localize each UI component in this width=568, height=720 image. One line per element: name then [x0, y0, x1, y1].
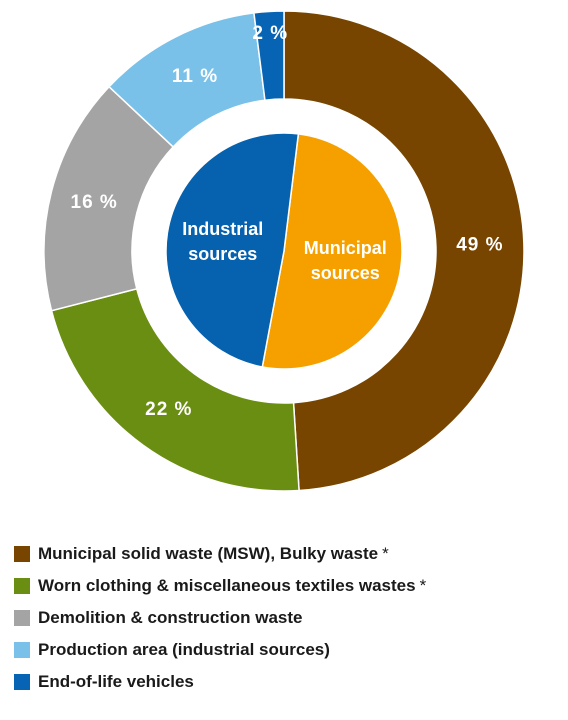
slice-labels: 49 % 22 % 16 % 11 % 2 % Municipal sources Indus…: [71, 23, 503, 420]
legend-swatch: [14, 610, 30, 626]
outer-slice-0: [283, 10, 525, 492]
inner-slice-label-1-0: Industrial: [182, 219, 263, 239]
legend-item-0: Municipal solid waste (MSW), Bulky waste…: [14, 538, 426, 570]
outer-slice-label-4: 2 %: [252, 23, 288, 44]
outer-ring: [43, 10, 525, 492]
legend-swatch: [14, 578, 30, 594]
legend-label: Demolition & construction waste: [38, 608, 303, 627]
legend-label: Worn clothing & miscellaneous textiles w…: [38, 576, 416, 595]
outer-slice-label-0: 49 %: [456, 234, 503, 255]
legend-label: Municipal solid waste (MSW), Bulky waste: [38, 544, 379, 563]
legend-item-2: Demolition & construction waste: [14, 602, 426, 634]
legend-label: Production area (industrial sources): [38, 640, 330, 659]
legend-swatch: [14, 546, 30, 562]
outer-slice-label-3: 11 %: [172, 66, 218, 87]
outer-slice-label-1: 22 %: [145, 399, 192, 420]
legend-footnote-mark: *: [419, 576, 427, 595]
inner-slice-label-0-1: sources: [311, 263, 380, 283]
inner-slice-1: [165, 132, 300, 368]
legend-item-1: Worn clothing & miscellaneous textiles w…: [14, 570, 426, 602]
legend: Municipal solid waste (MSW), Bulky waste…: [14, 538, 426, 698]
legend-swatch: [14, 674, 30, 690]
legend-footnote-mark: *: [382, 544, 389, 563]
inner-slice-0: [261, 133, 403, 370]
legend-item-4: End-of-life vehicles: [14, 666, 426, 698]
inner-slice-label-1-1: sources: [188, 244, 257, 264]
legend-label: End-of-life vehicles: [38, 672, 194, 691]
donut-chart: 49 % 22 % 16 % 11 % 2 % Municipal sources Indus…: [43, 10, 525, 492]
inner-pie: [165, 132, 403, 370]
inner-slice-label-0-0: Municipal: [304, 238, 387, 258]
outer-slice-1: [50, 287, 300, 492]
legend-item-3: Production area (industrial sources): [14, 634, 426, 666]
outer-slice-label-2: 16 %: [71, 192, 118, 213]
legend-swatch: [14, 642, 30, 658]
outer-slice-4: [253, 10, 285, 102]
